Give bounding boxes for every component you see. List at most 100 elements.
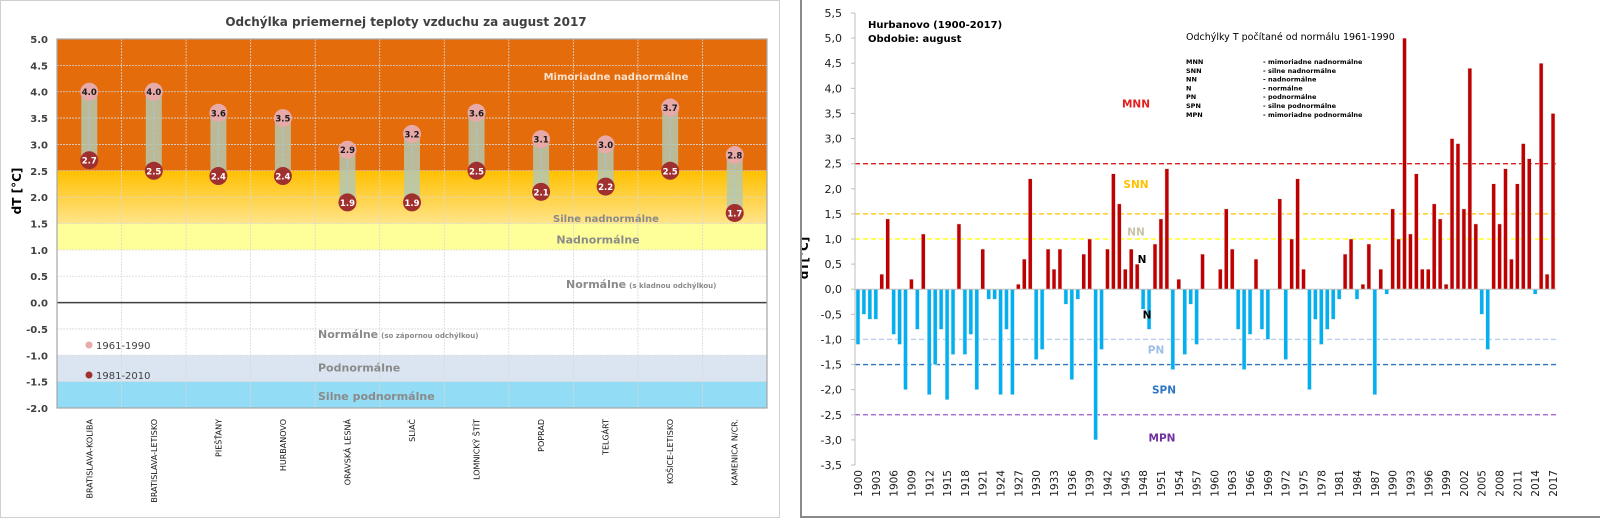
point-1981-2010 <box>661 161 680 180</box>
band-labels: Mimoriadne nadnormálne Silne nadnormálne N… <box>318 71 716 403</box>
data-label-1981-2010: 2.5 <box>469 167 484 177</box>
bar-1925 <box>1004 288 1009 330</box>
x-tick-label: 1924 <box>996 470 1008 497</box>
x-tick-label: 1969 <box>1263 470 1275 497</box>
legend-abbr: NN <box>1186 76 1197 84</box>
x-tick-label: KAMENICA N/CR. <box>731 419 740 486</box>
x-tick-labels: 1900 1903 1906 1909 1912 1915 1918 1921 1924 1927… <box>853 470 1560 497</box>
band-5 <box>57 355 767 382</box>
data-label-1961-1990: 4.0 <box>146 88 161 98</box>
bar-2014 <box>1532 288 1538 295</box>
y-tick-label: 2.5 <box>30 167 48 178</box>
data-label-1961-1990: 2.9 <box>340 146 355 156</box>
bar-1932 <box>1045 248 1051 290</box>
x-tick-label: TELGÁRT <box>600 419 611 456</box>
bar-1996 <box>1426 268 1431 290</box>
x-tick-label: 1963 <box>1227 470 1239 497</box>
axes <box>851 12 1556 466</box>
data-label-1981-2010: 2.5 <box>663 167 678 177</box>
y-tick-label: -0.5 <box>26 325 48 336</box>
x-tick-label: 1987 <box>1370 470 1382 497</box>
point-1981-2010 <box>467 161 486 180</box>
bar-2007 <box>1491 183 1496 290</box>
y-tick-label: -1,0 <box>821 333 842 346</box>
bar-1957 <box>1194 288 1199 345</box>
point-1961-1990 <box>532 130 551 149</box>
band-label-main: Nadnormálne <box>556 233 639 246</box>
legend-label-1981-2010: 1981-2010 <box>96 371 151 382</box>
bar-1922 <box>986 288 991 300</box>
bar-1958 <box>1200 253 1205 290</box>
y-tick-label: 5,5 <box>825 7 843 20</box>
bar-1952 <box>1164 168 1170 290</box>
x-tick-label: KOŠICE-LETISKO <box>664 419 675 484</box>
chart-title: Odchýlka priemernej teploty vzduchu za a… <box>225 15 586 29</box>
bar-1919 <box>968 288 974 335</box>
legend-marker-1981-2010 <box>85 371 93 379</box>
x-tick-label: 1942 <box>1102 470 1114 497</box>
bar-1986 <box>1366 243 1372 290</box>
y-tick-label: -2,0 <box>821 384 842 397</box>
y-tick-label: 2,5 <box>825 158 843 171</box>
band-2 <box>57 223 767 250</box>
bar-1928 <box>1022 258 1027 290</box>
y-axis-label: dT[°C] <box>802 237 811 280</box>
point-1961-1990 <box>209 103 228 122</box>
bar-1943 <box>1111 173 1116 290</box>
bar-1965 <box>1241 288 1247 370</box>
bar-1920 <box>974 288 980 390</box>
chart-title: Hurbanovo (1900-2017) <box>868 20 1002 31</box>
bar-1956 <box>1188 288 1193 305</box>
bar-1948 <box>1140 288 1146 310</box>
zone-label-nn: NN <box>1127 226 1145 238</box>
band-label: Normálne (so zápornou odchýlkou) <box>318 328 478 341</box>
legend-abbr: SNN <box>1186 67 1202 75</box>
bar-2013 <box>1527 158 1532 290</box>
bar-1902 <box>867 288 873 320</box>
bar-1988 <box>1378 268 1383 290</box>
y-tick-label: -2.0 <box>26 404 48 415</box>
legend-abbr: MPN <box>1186 111 1203 119</box>
point-1981-2010 <box>338 193 357 212</box>
bar-1918 <box>962 288 968 355</box>
data-label-1961-1990: 3.2 <box>404 130 419 140</box>
y-tick-label: 5,0 <box>825 32 843 45</box>
bar-1933 <box>1051 268 1057 290</box>
y-tick-label: 4,5 <box>825 57 843 70</box>
band-label-main: Silne nadnormálne <box>553 213 659 225</box>
x-tick-label: 1921 <box>978 470 990 497</box>
x-tick-label: 2017 <box>1548 470 1560 497</box>
legend-abbr: PN <box>1186 93 1196 101</box>
bar-1974 <box>1295 178 1300 290</box>
bar-1987 <box>1372 288 1378 395</box>
bar-1971 <box>1277 198 1282 290</box>
legend-abbr: N <box>1186 84 1191 92</box>
y-tick-label: -3,5 <box>821 459 842 472</box>
x-tick-label: 1972 <box>1281 470 1293 497</box>
point-1981-2010 <box>144 161 163 180</box>
x-tick-label: ORAVSKÁ LESNÁ <box>341 418 352 485</box>
x-tick-labels: BRATISLAVA-KOLIBA BRATISLAVA-LETISKO PIEŠŤ… <box>85 418 739 502</box>
x-tick-label: SLIAČ <box>406 419 417 442</box>
band-label: Nadnormálne <box>556 233 639 246</box>
x-tick-label: 1990 <box>1388 470 1400 497</box>
bar-1990 <box>1390 208 1395 290</box>
zone-label-n: N <box>1138 254 1147 266</box>
bar-1979 <box>1325 288 1330 330</box>
bar-1991 <box>1396 238 1401 290</box>
data-label-1981-2010: 2.1 <box>534 188 549 198</box>
data-label-1981-2010: 2.4 <box>211 173 226 183</box>
bar-1994 <box>1414 173 1419 290</box>
point-1961-1990 <box>144 82 163 101</box>
bar-1951 <box>1158 218 1164 290</box>
station-deviation-chart-panel: Odchýlka priemernej teploty vzduchu za a… <box>0 0 780 518</box>
hurbanovo-history-chart-panel: dT[°C] -3,5 -3,0 -2,5 -2,0 -1,5 -1,0 -0,5 0,0 0,… <box>797 0 1600 518</box>
point-1981-2010 <box>80 151 99 170</box>
point-1961-1990 <box>661 98 680 117</box>
y-tick-label: 0.0 <box>30 299 48 310</box>
x-tick-label: BRATISLAVA-KOLIBA <box>85 418 94 498</box>
bar-2017 <box>1550 113 1556 290</box>
band-label: Silne podnormálne <box>318 390 435 403</box>
hurbanovo-history-chart: dT[°C] -3,5 -3,0 -2,5 -2,0 -1,5 -1,0 -0,5 0,0 0,… <box>797 7 1560 497</box>
x-tick-label: 1984 <box>1352 470 1364 497</box>
